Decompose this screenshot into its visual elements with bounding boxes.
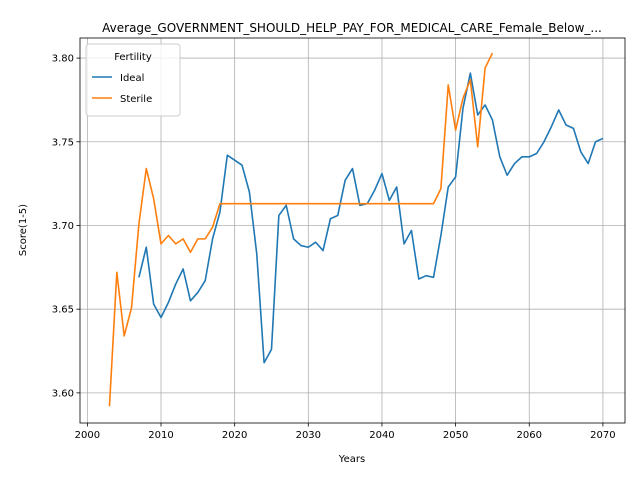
x-tick-label: 2040 <box>369 430 394 441</box>
x-tick-label: 2050 <box>443 430 468 441</box>
x-axis-label: Years <box>338 454 365 465</box>
series-line-ideal <box>138 72 604 364</box>
y-tick-label: 3.60 <box>52 388 74 399</box>
y-tick-label: 3.65 <box>52 305 74 316</box>
series-line-sterile <box>108 52 494 407</box>
x-tick-label: 2060 <box>517 430 542 441</box>
x-tick-label: 2070 <box>590 430 615 441</box>
y-tick-label: 3.75 <box>52 137 74 148</box>
chart-title: Average_GOVERNMENT_SHOULD_HELP_PAY_FOR_M… <box>102 21 602 35</box>
y-tick-label: 3.70 <box>52 221 74 232</box>
y-tick-label: 3.80 <box>52 54 74 65</box>
grid <box>80 38 625 423</box>
series-lines <box>108 52 604 407</box>
x-tick-label: 2020 <box>222 430 247 441</box>
legend: Fertility Ideal Sterile <box>85 43 181 117</box>
x-tick-label: 2000 <box>75 430 100 441</box>
x-tick-label: 2010 <box>148 430 173 441</box>
x-tick-label: 2030 <box>296 430 321 441</box>
legend-label-sterile: Sterile <box>120 94 152 105</box>
y-axis-label: Score(1-5) <box>18 204 29 256</box>
legend-title: Fertility <box>114 52 152 63</box>
plot-frame <box>79 37 626 424</box>
legend-label-ideal: Ideal <box>120 73 144 84</box>
axis-ticks: 2000 2010 2020 2030 2040 2050 2060 2070 3.60 3.65… <box>52 54 616 441</box>
